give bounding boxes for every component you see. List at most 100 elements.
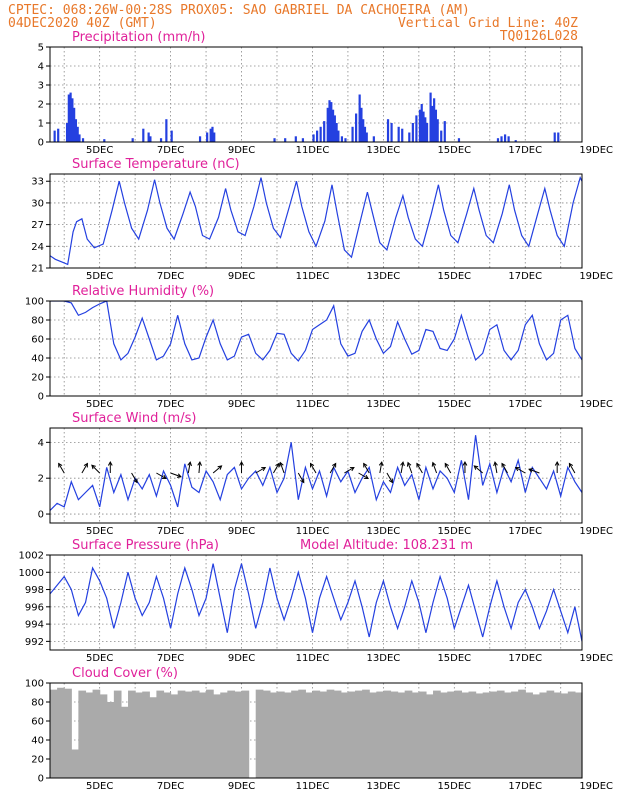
wind-arrow-head [275,462,280,468]
cloud-cover-bar [184,691,193,778]
precipitation-bar [436,119,439,142]
precipitation-bar [301,138,305,142]
x-tick-label: 9DEC [228,145,255,156]
precipitation-title: Precipitation (mm/h) [72,30,205,45]
cloud-cover-bar [440,692,448,778]
cloud-cover-bar [461,692,470,778]
cloud-cover-bar [234,691,243,778]
wind-arrow-shaft [473,465,484,474]
wind-arrow [156,472,167,480]
pressure-panel: Surface Pressure (hPa) Model Altitude: 10… [19,538,614,664]
x-tick-label: 5DEC [86,653,113,664]
cloud-cover-bar [475,693,484,778]
cloud-cover-bar [305,692,314,778]
cloud-cover-bar [163,692,172,778]
y-tick-label: 2 [38,474,44,485]
wind-arrow [344,466,355,474]
wind-arrow-head [554,460,560,466]
wind-arrow-shaft [363,463,370,474]
x-tick-label: 9DEC [228,781,255,792]
cloud-cover-bar [567,691,576,778]
precipitation-bar [457,138,461,142]
wind-arrow [473,465,484,474]
wind-arrow-head [462,460,468,466]
precipitation-bar [165,119,168,142]
cloud-cover-bar [120,706,129,778]
precipitation-bar [500,136,503,142]
cloud-cover-bar [255,689,264,778]
cloud-cover-bar [376,691,384,778]
cloud-cover-bar [106,702,115,778]
precipitation-bar [431,105,434,142]
wind-arrow [416,462,423,474]
cloud-cover-bar [411,692,420,778]
precipitation-bar [433,98,436,142]
x-tick-label: 5DEC [86,526,113,537]
wind-arrow [273,462,280,474]
cloud-cover-bar [198,692,207,778]
cloud-cover-bar [539,692,548,778]
wind-arrow-head [501,462,506,468]
y-tick-label: 20 [31,755,44,766]
cloud-cover-bar [269,692,278,778]
cloud-cover-bar [170,694,179,778]
precipitation-bar [415,115,418,142]
cloud-cover-bar [99,694,108,778]
x-tick-label: 9DEC [228,653,255,664]
precipitation-bar [159,138,163,142]
wind-arrow-head [444,462,449,468]
wind-arrow-head [58,462,63,468]
header-grid-line: Vertical Grid Line: 40Z [398,16,578,31]
wind-title: Surface Wind (m/s) [72,411,196,426]
precipitation-bar [213,132,216,142]
x-tick-label: 17DEC [508,526,542,537]
wind-arrow-shaft [273,463,280,474]
wind-arrow [528,468,540,474]
precipitation-bar [65,123,69,142]
y-tick-label: 21 [31,264,44,275]
wind-arrow-shaft [310,463,317,474]
x-tick-label: 15DEC [437,271,471,282]
wind-arrow [378,461,384,474]
cloud-cover-bar [425,694,434,778]
cloud-cover-bar [518,689,526,778]
wind-arrow-head [239,460,244,466]
wind-arrow-shaft [279,462,285,474]
wind-arrow-head [473,465,479,470]
wind-arrow [400,461,405,474]
precipitation-bar [103,139,106,142]
cloud-cover-bar [227,690,236,778]
x-tick-label: 17DEC [508,781,542,792]
cloud-cover-bar [390,691,399,778]
x-tick-label: 13DEC [367,653,401,664]
precipitation-bar [78,134,81,142]
wind-arrow-shaft [170,472,182,478]
wind-arrow-shaft [386,472,393,483]
precipitation-bar [443,121,446,142]
precipitation-bar [557,132,560,142]
precipitation-bar [294,136,297,142]
wind-arrow-shaft [131,472,138,483]
x-tick-label: 7DEC [157,526,184,537]
wind-arrow-shaft [444,463,452,474]
wind-arrow-head [400,461,405,467]
y-tick-label: 998 [25,585,44,596]
wind-arrow-head [493,461,498,467]
y-tick-label: 0 [38,392,44,403]
cloud-cover-bar [206,689,214,778]
precipitation-bar [74,119,78,142]
precipitation-bar [330,102,333,142]
cloud-cover-bar [532,694,541,778]
cloud-cover-bar [525,692,533,778]
cloud-cover-bar [482,692,491,778]
precipitation-bar [149,136,152,142]
y-tick-label: 1002 [19,551,44,562]
x-tick-label: 19DEC [579,653,613,664]
precipitation-bar [418,109,422,142]
wind-arrow-shaft [255,467,266,474]
cloud-cover-bar [262,690,271,778]
cloud-cover-bar [57,687,65,778]
wind-arrow [329,462,337,474]
x-tick-label: 5DEC [86,781,113,792]
y-tick-label: 0 [38,138,44,149]
